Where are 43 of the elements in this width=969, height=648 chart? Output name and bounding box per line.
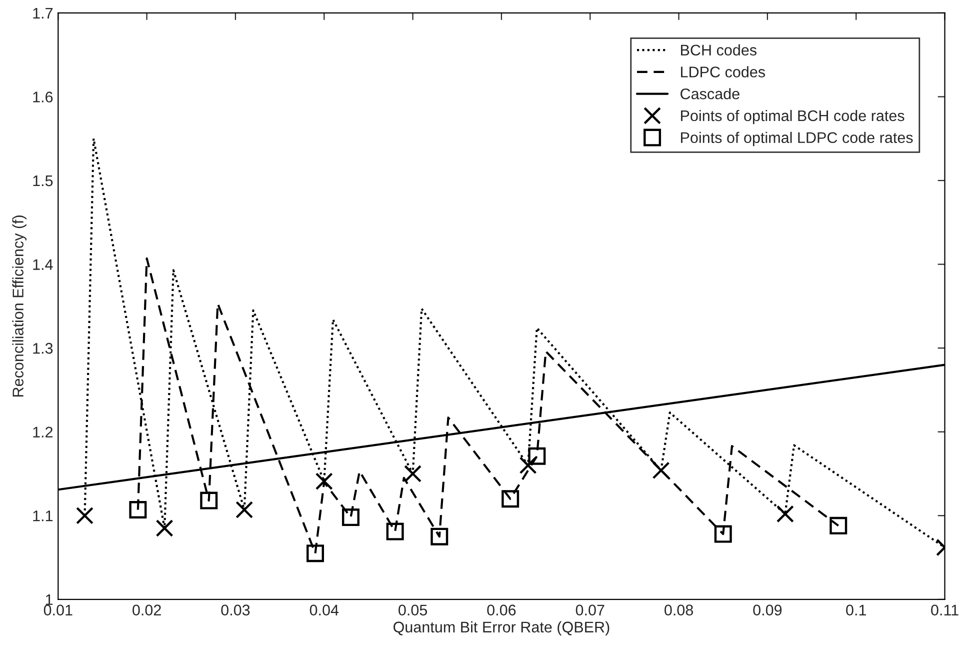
point bbox=[714, 525, 732, 543]
legend-label: LDPC codes bbox=[681, 66, 765, 78]
y-tick-label: 1.3 bbox=[33, 342, 53, 354]
x-tick-label: 0.01 bbox=[44, 604, 72, 616]
legend-label: Cascade bbox=[680, 88, 740, 100]
point bbox=[776, 505, 794, 523]
point bbox=[519, 456, 537, 474]
y-tick-label: 1.1 bbox=[33, 510, 53, 522]
x-tick-label: 0.04 bbox=[310, 604, 339, 616]
point bbox=[502, 490, 520, 508]
y-tick-label: 1.2 bbox=[33, 426, 53, 438]
x-tick-label: 0.06 bbox=[487, 604, 516, 616]
x-tick-label: 0.08 bbox=[664, 604, 693, 616]
y-tick-label: 1.4 bbox=[33, 259, 53, 270]
point bbox=[129, 501, 147, 519]
x-tick-label: 0.05 bbox=[398, 604, 428, 616]
x-axis-title: Quantum Bit Error Rate (QBER) bbox=[394, 621, 610, 636]
point bbox=[76, 506, 94, 524]
point bbox=[156, 519, 174, 537]
x-tick-label: 0.1 bbox=[846, 604, 866, 616]
y-tick-label: 1.6 bbox=[33, 92, 53, 102]
legend-label: Points of optimal BCH code rates bbox=[681, 110, 904, 124]
legend-label: BCH codes bbox=[681, 44, 756, 56]
x-tick-label: 0.03 bbox=[221, 604, 250, 616]
y-tick-label: 1.7 bbox=[33, 8, 53, 18]
point bbox=[315, 472, 333, 490]
legend-label: Points of optimal LDPC code rates bbox=[681, 132, 913, 146]
point bbox=[404, 464, 422, 482]
y-tick-label: 1.5 bbox=[33, 176, 53, 186]
point bbox=[430, 528, 448, 546]
point bbox=[236, 501, 254, 519]
x-tick-label: 0.09 bbox=[753, 604, 782, 616]
x-tick-label: 0.07 bbox=[576, 604, 604, 616]
y-axis-title: Reconciliation Efficiency (f) bbox=[12, 216, 26, 396]
point bbox=[306, 544, 324, 562]
point bbox=[830, 516, 848, 534]
point bbox=[342, 508, 360, 526]
point bbox=[200, 492, 218, 510]
point bbox=[386, 522, 404, 540]
x-tick-label: 0.11 bbox=[931, 604, 958, 616]
y-tick-label: 1 bbox=[46, 594, 53, 605]
point bbox=[528, 447, 546, 465]
x-tick-label: 0.02 bbox=[132, 604, 161, 616]
